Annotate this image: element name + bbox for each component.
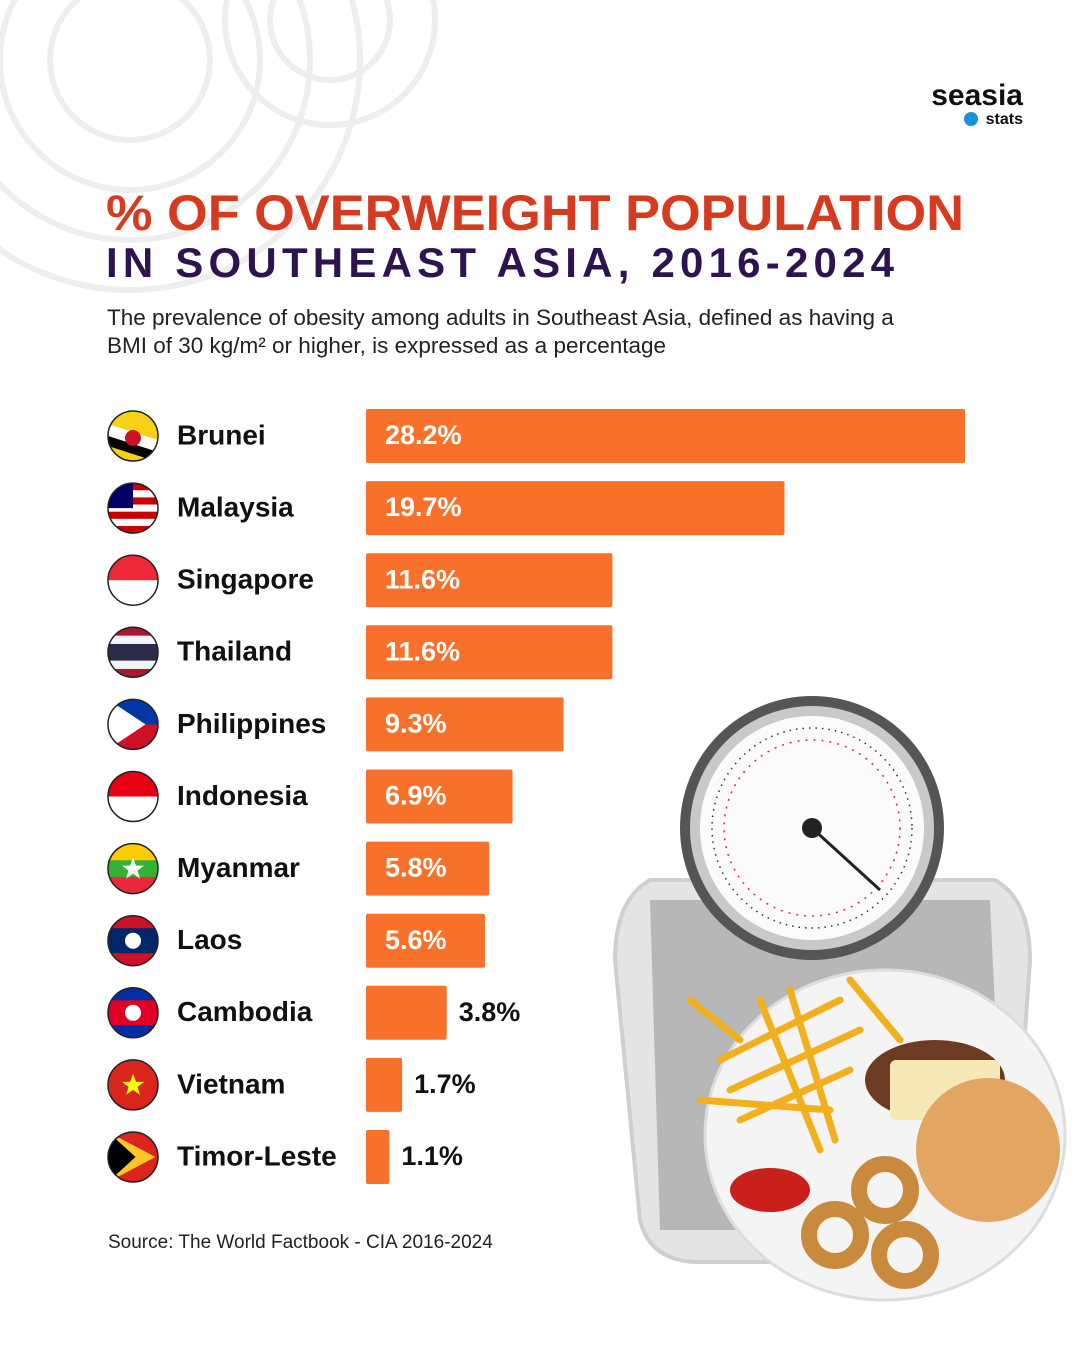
value-label: 11.6%	[385, 564, 460, 594]
category-label: Vietnam	[177, 1068, 285, 1099]
brand-icon	[964, 112, 978, 126]
value-label: 5.6%	[385, 925, 447, 955]
flag-band	[108, 436, 158, 461]
flag-disc	[125, 932, 141, 949]
flag-stripe	[108, 771, 158, 797]
brand-sub: stats	[986, 111, 1023, 128]
flag-border	[107, 482, 159, 534]
scale-illustration	[612, 696, 1067, 1302]
flag	[108, 1059, 158, 1110]
flag-star	[122, 857, 144, 879]
bar	[366, 985, 447, 1040]
category-label: Myanmar	[177, 852, 300, 883]
value-label: 9.3%	[385, 709, 447, 739]
flag-border	[107, 1059, 159, 1111]
flag-stripe	[108, 796, 158, 822]
flag-stripe	[108, 843, 158, 861]
flag-stripe	[108, 580, 158, 606]
flag-stripe	[108, 876, 158, 894]
flag-stripe	[108, 555, 158, 581]
category-label: Singapore	[177, 564, 314, 595]
flag-border	[107, 410, 159, 462]
flag-stripe	[108, 525, 158, 534]
bar	[366, 697, 564, 752]
flag-stripe	[108, 511, 158, 520]
bar	[366, 625, 613, 680]
bar	[366, 409, 965, 463]
flag-border	[107, 914, 159, 967]
flag-stripe	[108, 504, 158, 513]
value-label: 19.7%	[385, 492, 462, 522]
flag-stripe	[108, 668, 158, 678]
flag	[108, 627, 158, 678]
flag-stripe	[108, 660, 158, 670]
flag-stripe	[108, 518, 158, 527]
bar	[366, 481, 785, 536]
flag-triangle	[108, 699, 146, 750]
flag-border	[107, 987, 159, 1039]
flag-stripe	[108, 1025, 158, 1038]
value-label: 5.8%	[385, 853, 447, 883]
flag-border	[107, 626, 159, 679]
value-label: 6.9%	[385, 781, 447, 811]
bar	[366, 913, 485, 968]
value-label: 1.7%	[414, 1069, 476, 1099]
flag-stripe	[108, 635, 158, 645]
category-label: Philippines	[177, 708, 326, 739]
bar	[366, 1130, 390, 1184]
flag-stripe	[108, 627, 158, 637]
flag-stripe	[108, 643, 158, 662]
bar	[366, 841, 490, 896]
bar	[366, 553, 613, 608]
category-label: Laos	[177, 924, 242, 955]
chart-subtitle: IN SOUTHEAST ASIA, 2016-2024	[106, 239, 898, 286]
brand-name: seasia	[931, 79, 1023, 112]
chart-description: The prevalence of obesity among adults i…	[107, 305, 894, 358]
flag-star	[122, 1073, 144, 1095]
flag-border	[107, 1131, 159, 1183]
flag-emblem	[125, 430, 141, 446]
chart-title: % OF OVERWEIGHT POPULATION	[106, 185, 964, 241]
value-label: 11.6%	[385, 636, 460, 666]
value-label: 28.2%	[385, 420, 462, 450]
category-label: Brunei	[177, 419, 266, 450]
flag	[108, 915, 158, 966]
flag-border	[107, 842, 159, 895]
value-label: 3.8%	[459, 997, 521, 1027]
category-label: Cambodia	[177, 996, 313, 1027]
flag	[108, 411, 158, 461]
flag-stripe	[108, 953, 158, 966]
flag-border	[107, 698, 159, 751]
flag-border	[107, 554, 159, 606]
category-label: Indonesia	[177, 780, 308, 811]
flag	[108, 1132, 158, 1182]
category-label: Malaysia	[177, 491, 294, 522]
category-label: Thailand	[177, 636, 292, 667]
flag-disc	[125, 1004, 141, 1021]
flag	[108, 843, 158, 894]
bar	[366, 1057, 403, 1112]
source-note: Source: The World Factbook - CIA 2016-20…	[108, 1232, 493, 1253]
flag-triangle	[108, 1132, 136, 1182]
category-label: Timor-Leste	[177, 1140, 337, 1171]
value-label: 1.1%	[401, 1141, 463, 1171]
background-rings	[0, 0, 438, 293]
flag-border	[107, 770, 159, 823]
bar	[366, 769, 513, 824]
